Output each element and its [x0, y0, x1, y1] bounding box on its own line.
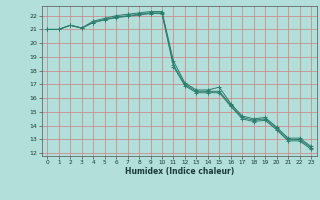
X-axis label: Humidex (Indice chaleur): Humidex (Indice chaleur) [124, 167, 234, 176]
